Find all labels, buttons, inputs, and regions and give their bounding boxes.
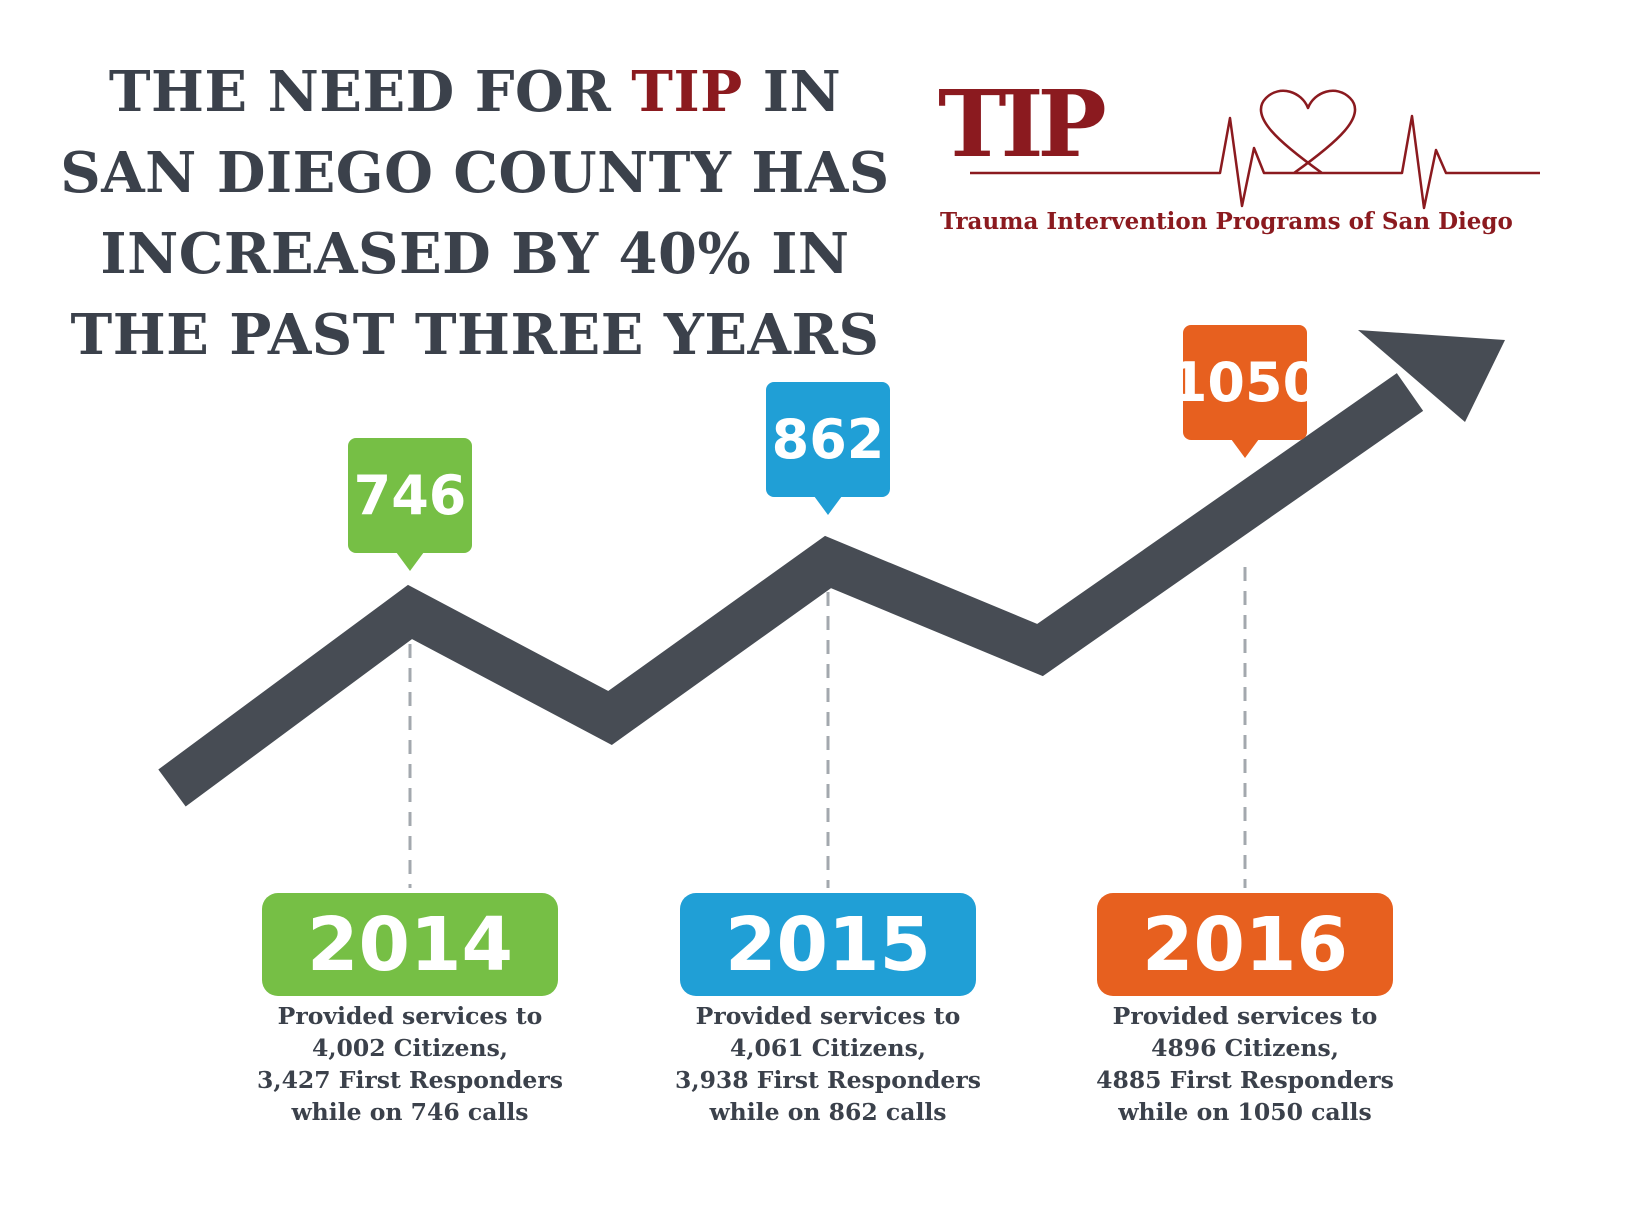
year-description-2015: Provided services to 4,061 Citizens, 3,938… xyxy=(658,1000,998,1128)
description-line1: Provided services to xyxy=(695,1002,961,1030)
headline-line1: THE NEED FOR TIP IN xyxy=(108,59,842,125)
year-box-2014: 2014 xyxy=(262,893,558,996)
description-line2: 4,061 Citizens, xyxy=(730,1034,926,1062)
headline-line3: INCREASED BY 40% IN xyxy=(100,221,850,287)
trend-arrowhead xyxy=(1358,330,1505,422)
headline: THE NEED FOR TIP IN SAN DIEGO COUNTY HAS… xyxy=(60,52,890,376)
description-line4: while on 862 calls xyxy=(709,1098,947,1126)
headline-line4: THE PAST THREE YEARS xyxy=(70,302,880,368)
trend-line xyxy=(158,373,1424,807)
value-flag-2014: 746 xyxy=(348,438,472,571)
description-line4: while on 746 calls xyxy=(291,1098,529,1126)
description-line1: Provided services to xyxy=(1112,1002,1378,1030)
description-line3: 4885 First Responders xyxy=(1096,1066,1394,1094)
description-line2: 4896 Citizens, xyxy=(1151,1034,1339,1062)
headline-accent: TIP xyxy=(631,59,743,125)
heartbeat-heart-icon xyxy=(970,89,1540,210)
year-box-2016: 2016 xyxy=(1097,893,1393,996)
description-line4: while on 1050 calls xyxy=(1118,1098,1372,1126)
year-description-2016: Provided services to 4896 Citizens, 4885 F… xyxy=(1075,1000,1415,1128)
logo-tagline: Trauma Intervention Programs of San Dieg… xyxy=(940,208,1513,235)
year-box-2015: 2015 xyxy=(680,893,976,996)
value-flag-2015: 862 xyxy=(766,382,890,515)
tip-logo: TIP Trauma Intervention Programs of San … xyxy=(930,74,1570,248)
value-flag-2016: 1050 xyxy=(1170,325,1320,458)
description-line3: 3,427 First Responders xyxy=(257,1066,563,1094)
description-line2: 4,002 Citizens, xyxy=(312,1034,508,1062)
description-line3: 3,938 First Responders xyxy=(675,1066,981,1094)
logo-mark: TIP xyxy=(938,70,1107,178)
description-line1: Provided services to xyxy=(277,1002,543,1030)
year-description-2014: Provided services to 4,002 Citizens, 3,427… xyxy=(240,1000,580,1128)
headline-line2: SAN DIEGO COUNTY HAS xyxy=(60,140,890,206)
